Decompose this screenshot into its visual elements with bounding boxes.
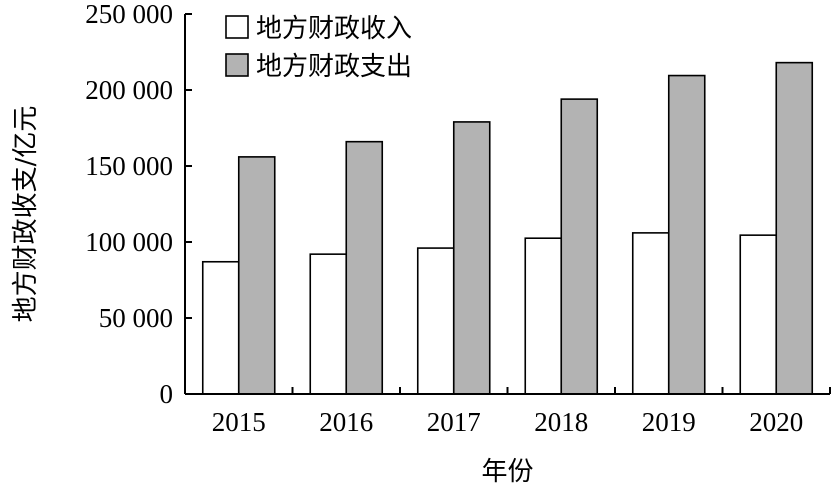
labels-layer: 年份 地方财政收支/亿元 bbox=[11, 106, 534, 487]
bar-expenditure-2020 bbox=[775, 61, 814, 395]
x-tick-label: 2018 bbox=[534, 407, 588, 437]
bar-revenue-2016 bbox=[309, 253, 348, 395]
x-tick-label: 2019 bbox=[642, 407, 696, 437]
legend-swatch-expenditure bbox=[225, 53, 249, 77]
y-tick-label: 150 000 bbox=[85, 151, 173, 181]
bar-expenditure-2018 bbox=[560, 98, 599, 395]
bar-revenue-2017 bbox=[416, 247, 455, 395]
x-tick-label: 2016 bbox=[319, 407, 373, 437]
bar-expenditure-2017 bbox=[452, 121, 491, 395]
bar-revenue-2020 bbox=[739, 234, 778, 395]
x-tick-label: 2015 bbox=[212, 407, 266, 437]
axes-layer: 0 50 000 100 000 150 000 200 000 250 000 2015 2… bbox=[85, 0, 831, 437]
legend-label-revenue: 地方财政收入 bbox=[256, 14, 412, 44]
legend-label-expenditure: 地方财政支出 bbox=[256, 52, 412, 82]
y-tick-label: 100 000 bbox=[85, 227, 173, 257]
y-tick-label: 0 bbox=[160, 379, 174, 409]
bar-expenditure-2015 bbox=[237, 156, 276, 395]
bar-revenue-2015 bbox=[201, 260, 240, 395]
bar-revenue-2019 bbox=[631, 232, 670, 395]
y-tick-label: 50 000 bbox=[99, 303, 173, 333]
y-tick-label: 250 000 bbox=[85, 0, 173, 29]
bar-revenue-2018 bbox=[524, 237, 563, 395]
legend-swatch-revenue bbox=[225, 15, 249, 39]
x-tick-label: 2017 bbox=[427, 407, 481, 437]
bars-layer bbox=[201, 61, 814, 395]
x-tick-label: 2020 bbox=[749, 407, 803, 437]
y-tick-label: 200 000 bbox=[85, 75, 173, 105]
x-axis-label: 年份 bbox=[481, 457, 533, 487]
y-axis-label: 地方财政收支/亿元 bbox=[11, 106, 41, 323]
bar-expenditure-2016 bbox=[345, 140, 384, 395]
bar-expenditure-2019 bbox=[667, 74, 706, 395]
